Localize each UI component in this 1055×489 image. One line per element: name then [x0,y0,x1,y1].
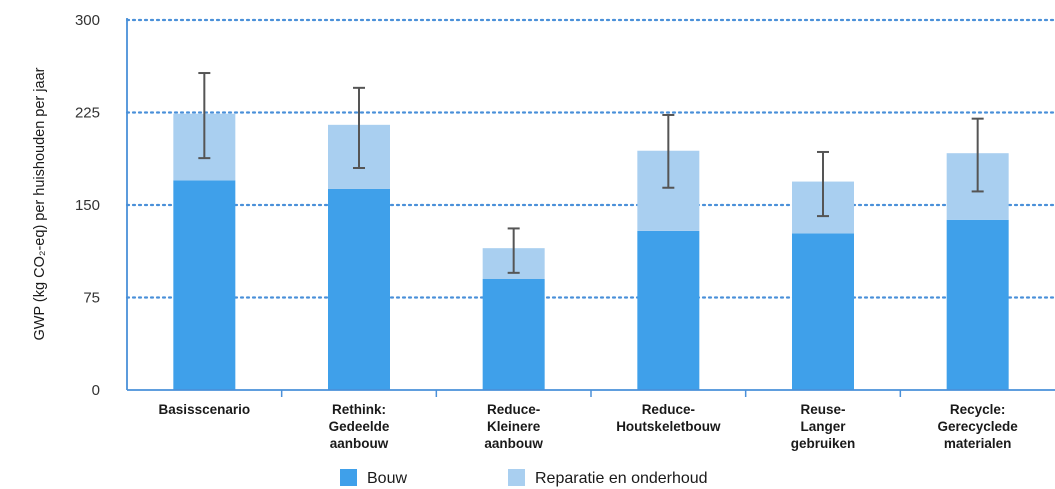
y-tick-label: 300 [75,12,100,29]
x-category-label-line: Houtskeletbouw [616,419,721,434]
bar-bouw-3 [637,230,700,390]
x-category-label-line: Langer [800,419,846,434]
y-tick-label: 0 [92,382,100,399]
y-tick-label: 150 [75,197,100,214]
bar-bouw-1 [328,188,390,390]
y-tick-label: 225 [75,105,100,122]
x-category-label: Rethink: Gedeelde aanbouw [329,402,390,451]
error-bars [198,72,984,274]
legend-item-1: Reparatie en onderhoud [508,469,708,487]
bar-bouw-5 [946,219,1009,390]
x-category-label-line: Reduce- [487,402,540,417]
gridlines [125,18,1055,299]
legend-swatch [508,469,525,486]
legend: Bouw Reparatie en onderhoud [340,469,708,487]
x-category-label-line: aanbouw [484,436,543,451]
error-bar-2 [507,227,520,274]
x-category-label-line: Recycle: [950,402,1006,417]
x-category-label-line: gebruiken [791,436,856,451]
legend-item-0: Bouw [340,469,407,487]
x-category-label: Recycle: Gerecyclede materialen [938,402,1019,451]
error-bar-1 [353,86,365,169]
legend-label: Bouw [367,470,407,487]
x-category-label: Basisscenario [159,402,251,417]
legend-swatch [340,469,357,486]
y-axis-label: GWP (kg CO₂-eq) per huishouden per jaar [32,67,48,340]
x-category-label-line: Kleinere [487,419,541,434]
y-tick-label: 75 [83,290,100,307]
x-category-label-line: aanbouw [330,436,389,451]
x-category-label-line: Rethink: [332,402,386,417]
x-category-label-line: materialen [944,436,1012,451]
x-category-label-line: Gerecyclede [938,419,1019,434]
x-category-label-line: Reduce- [642,402,695,417]
error-bar-4 [817,150,829,218]
x-category-label-line: Gedeelde [329,419,390,434]
x-category-label: Reduce- Kleinere aanbouw [484,402,543,451]
bar-bouw-2 [482,279,545,390]
x-category-label: Reuse- Langer gebruiken [791,402,856,451]
legend-label: Reparatie en onderhoud [535,470,708,487]
bar-bouw-4 [792,233,854,390]
bars [173,113,1009,390]
error-bar-0 [198,72,211,160]
error-bar-5 [971,117,984,193]
y-tick-labels: 0 75 150 225 300 [75,12,100,399]
bar-bouw-0 [173,180,236,390]
x-category-label: Reduce- Houtskeletbouw [616,402,721,434]
x-category-label-line: Reuse- [800,402,845,417]
axes [126,18,1055,397]
x-category-label-line: Basisscenario [159,402,251,417]
error-bar-3 [662,113,675,189]
x-category-labels: Basisscenario Rethink: Gedeelde aanbouwRedu… [159,402,1019,451]
